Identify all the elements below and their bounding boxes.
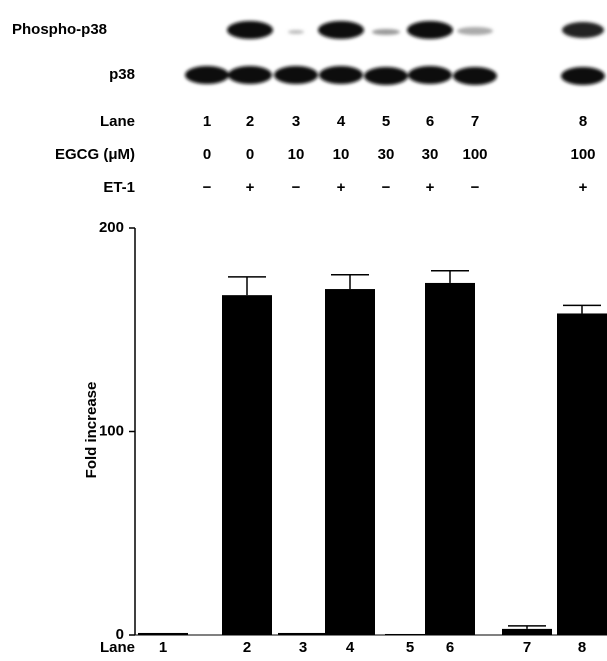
table-cell: − (471, 179, 480, 196)
x-tick-label: 4 (346, 639, 355, 656)
bar (502, 629, 552, 635)
table-cell: 10 (333, 146, 350, 163)
bar (278, 633, 328, 635)
table-cell: 30 (422, 146, 439, 163)
x-tick-label: 3 (299, 639, 307, 656)
table-cell: 2 (246, 113, 254, 130)
table-cell: + (426, 179, 435, 196)
x-tick-label: 1 (159, 639, 167, 656)
table-cell: 1 (203, 113, 211, 130)
table-cell: 10 (288, 146, 305, 163)
bar (425, 283, 475, 635)
bar (325, 289, 375, 635)
table-cell: − (382, 179, 391, 196)
blot-label: p38 (109, 66, 135, 83)
bar (138, 633, 188, 635)
table-cell: + (579, 179, 588, 196)
y-tick-label: 0 (116, 626, 124, 643)
table-cell: 7 (471, 113, 479, 130)
x-tick-label: 6 (446, 639, 454, 656)
x-tick-label: 8 (578, 639, 586, 656)
table-cell: 0 (203, 146, 211, 163)
x-tick-label: 2 (243, 639, 251, 656)
table-row-label: EGCG (μM) (55, 146, 135, 163)
x-tick-label: 7 (523, 639, 531, 656)
bar (222, 295, 272, 635)
table-cell: 100 (462, 146, 487, 163)
table-cell: − (203, 179, 212, 196)
table-cell: + (246, 179, 255, 196)
table-cell: 0 (246, 146, 254, 163)
table-cell: 5 (382, 113, 390, 130)
table-row-label: ET-1 (103, 179, 135, 196)
table-cell: 3 (292, 113, 300, 130)
table-cell: 8 (579, 113, 587, 130)
x-tick-label: 5 (406, 639, 414, 656)
table-cell: − (292, 179, 301, 196)
bar (557, 313, 607, 635)
table-cell: + (337, 179, 346, 196)
y-tick-label: 100 (99, 422, 124, 439)
blot-label: Phospho-p38 (12, 21, 107, 38)
table-row-label: Lane (100, 113, 135, 130)
y-axis-label: Fold increase (83, 382, 100, 479)
figure: Phospho-p38 p38 Fold increase Lane Lane1… (0, 0, 607, 661)
table-cell: 6 (426, 113, 434, 130)
table-cell: 4 (337, 113, 346, 130)
table-cell: 100 (570, 146, 595, 163)
table-cell: 30 (378, 146, 395, 163)
y-tick-label: 200 (99, 219, 124, 236)
blot (185, 21, 605, 85)
